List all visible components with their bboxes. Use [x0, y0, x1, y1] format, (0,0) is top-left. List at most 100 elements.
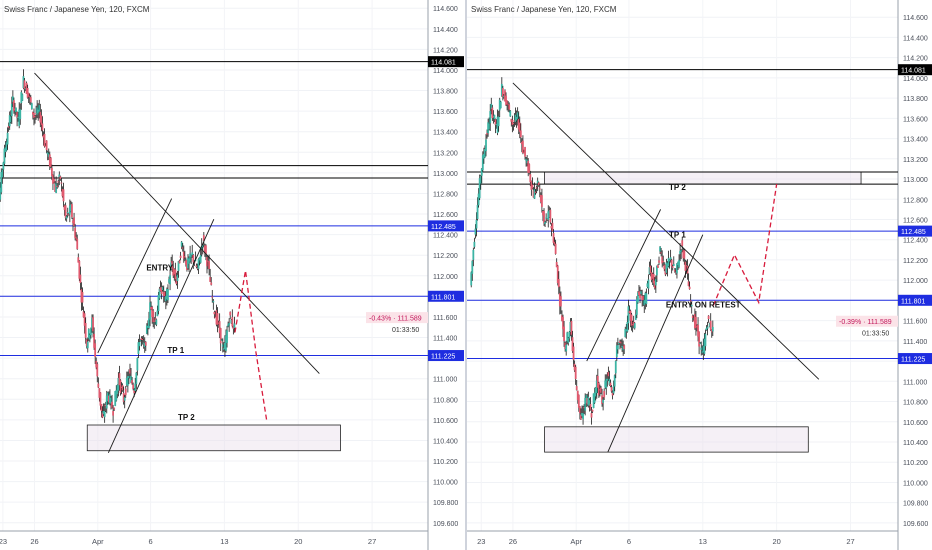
candle-body: [700, 347, 703, 350]
y-tick-label: 112.400: [433, 233, 458, 240]
y-tick-label: 114.000: [433, 68, 458, 75]
candle-body: [596, 375, 599, 388]
candle-body: [73, 217, 75, 227]
chart-left-svg[interactable]: 109.600 109.800 110.000 110.200 110.400 110.6…: [0, 0, 465, 550]
candle-body: [676, 263, 678, 274]
candle-body: [489, 111, 492, 124]
annotation-label: TP 1: [669, 231, 686, 240]
candle-body: [699, 342, 702, 344]
candle-body: [656, 265, 658, 276]
candle-body: [21, 94, 24, 101]
candle-body: [471, 260, 474, 274]
candle-body: [83, 313, 86, 326]
price-change-badge: [366, 312, 428, 324]
y-tick-label: 109.600: [903, 521, 928, 528]
candle-body: [91, 318, 93, 329]
candle-body: [703, 338, 706, 354]
candle-body: [20, 92, 23, 103]
y-tick-label: 113.400: [433, 130, 458, 137]
candle-body: [562, 317, 564, 330]
candle-body: [177, 261, 180, 271]
candle-body: [44, 145, 47, 147]
y-tick-label: 113.600: [433, 109, 458, 116]
candle-body: [225, 335, 227, 351]
annotation-label: TP 2: [669, 183, 686, 192]
candle-body: [118, 373, 121, 386]
chart-panel-right[interactable]: 109.600 109.800 110.000 110.200 110.400 110.6…: [467, 0, 932, 550]
candle-body: [181, 247, 184, 249]
x-tick-label: 23: [0, 537, 7, 546]
zone-rect: [544, 171, 862, 185]
candle-body: [178, 260, 181, 264]
candle-body: [693, 313, 696, 329]
candle-body: [610, 387, 613, 392]
chart-right-svg[interactable]: 109.600 109.800 110.000 110.200 110.400 110.6…: [467, 0, 932, 550]
candle-body: [591, 409, 594, 412]
candle-body: [8, 115, 11, 127]
candle-body: [144, 341, 147, 346]
price-level-label: 114.081: [901, 68, 926, 75]
candle-body: [27, 92, 30, 97]
candle-body: [190, 255, 193, 257]
candle-body: [641, 296, 644, 301]
candle-body: [589, 403, 592, 410]
candle-body: [134, 383, 137, 391]
candle-body: [19, 109, 22, 120]
panel-divider[interactable]: [465, 0, 467, 550]
candle-body: [151, 306, 154, 318]
candle-body: [647, 279, 650, 289]
candle-body: [519, 130, 522, 138]
candle-body: [497, 116, 500, 127]
candle-body: [571, 337, 574, 351]
chart-panel-left[interactable]: 109.600 109.800 110.000 110.200 110.400 110.6…: [0, 0, 465, 550]
candle-body: [182, 251, 185, 259]
x-tick-label: 26: [30, 537, 38, 546]
x-tick-label: 27: [846, 537, 854, 546]
candle-body: [680, 250, 683, 252]
projection-path: [234, 270, 268, 420]
candle-body: [523, 152, 525, 154]
candle-body: [174, 269, 177, 280]
price-level-tag: [898, 225, 932, 237]
y-tick-label: 112.800: [433, 191, 458, 198]
candle-body: [33, 112, 35, 118]
candle-body: [512, 123, 515, 125]
candle-body: [110, 397, 112, 404]
candle-body: [565, 344, 568, 352]
candle-body: [41, 123, 44, 131]
y-tick-label: 111.400: [903, 339, 927, 346]
price-level-label: 111.801: [901, 298, 925, 305]
candle-body: [651, 273, 654, 279]
candle-body: [0, 172, 3, 193]
candle-body: [499, 101, 502, 109]
candle-body: [599, 389, 601, 391]
candle-body: [188, 258, 190, 264]
candle-body: [623, 345, 626, 349]
candle-body: [629, 310, 632, 321]
candle-body: [495, 123, 498, 125]
candle-body: [157, 294, 160, 312]
x-tick-label: 13: [699, 537, 707, 546]
candle-body: [222, 348, 225, 350]
candle-body: [622, 346, 625, 351]
candle-body: [13, 100, 15, 111]
candle-body: [613, 375, 616, 387]
candle-body: [200, 246, 203, 250]
y-tick-label: 110.400: [433, 438, 458, 445]
candle-body: [584, 397, 587, 411]
candle-body: [627, 306, 630, 324]
candle-body: [36, 107, 39, 115]
candle-body: [4, 147, 7, 153]
candle-body: [538, 188, 541, 190]
candle-body: [213, 311, 216, 315]
candle-body: [638, 291, 640, 296]
candle-body: [58, 174, 61, 178]
candle-body: [513, 120, 516, 122]
candle-body: [212, 300, 215, 303]
y-tick-label: 114.200: [903, 56, 928, 63]
candle-body: [5, 142, 8, 151]
candle-body: [131, 380, 133, 384]
candle-body: [671, 266, 674, 268]
candle-body: [661, 256, 664, 264]
candle-body: [544, 221, 546, 224]
